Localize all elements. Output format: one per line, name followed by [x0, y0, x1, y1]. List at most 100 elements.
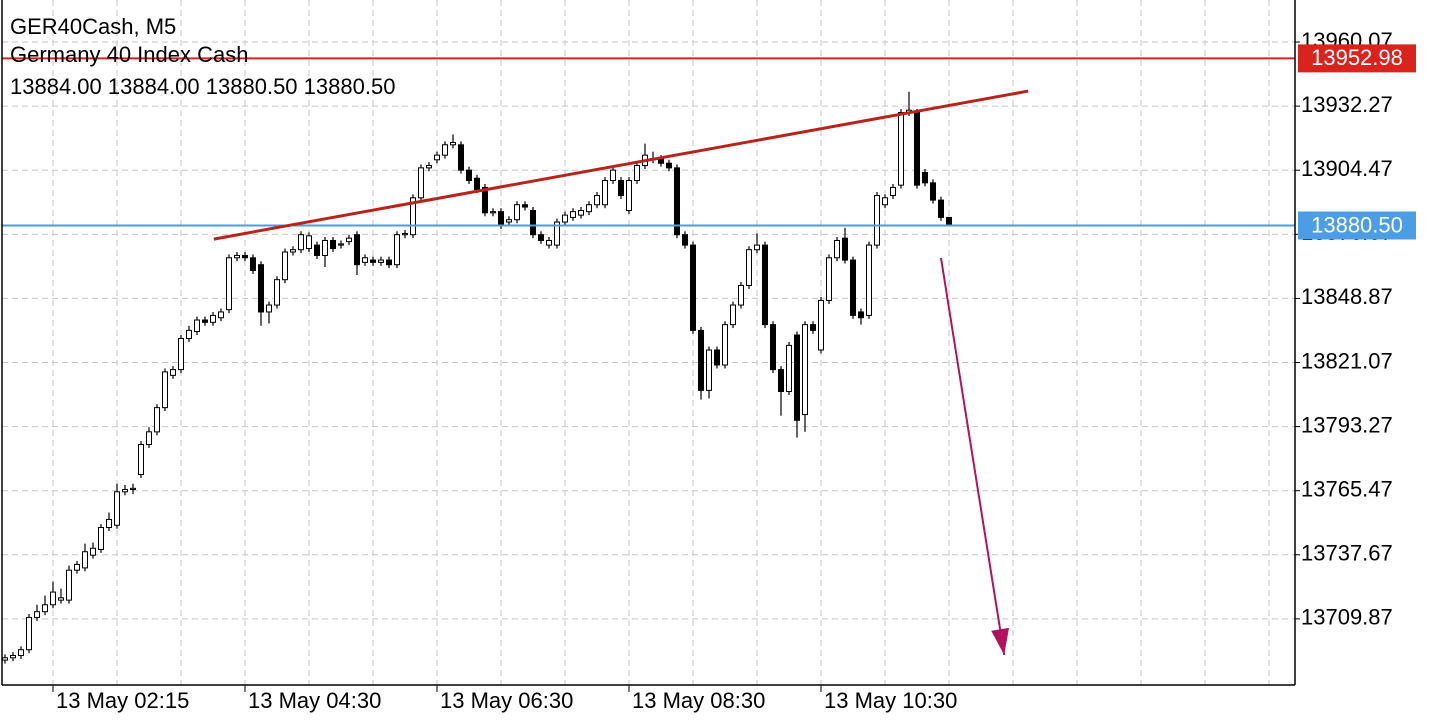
candle-body [290, 249, 296, 253]
candle-body [554, 221, 560, 246]
candle-body [66, 569, 72, 601]
candle-body [482, 186, 488, 214]
price-label: 13880.50 [1311, 212, 1403, 237]
candle-body [546, 239, 552, 246]
candle-body [26, 616, 32, 651]
candle-body [914, 112, 920, 186]
drawings [2, 57, 1295, 656]
price-label: 13952.98 [1311, 45, 1403, 70]
candle-body [434, 154, 440, 161]
candle-body [890, 186, 896, 197]
candle-body [506, 219, 512, 223]
ohlc-low: 13880.50 [206, 74, 298, 99]
candle-body [474, 177, 480, 191]
candle-body [442, 144, 448, 156]
candles [2, 91, 952, 664]
candle-body [586, 204, 592, 213]
candle-body [594, 195, 600, 206]
candle-body [882, 197, 888, 206]
candle-body [378, 259, 384, 263]
chart-subtitle: Germany 40 Index Cash [10, 42, 248, 67]
y-tick-label: 13737.67 [1301, 541, 1393, 566]
candle-body [706, 349, 712, 391]
candle-body [802, 324, 808, 416]
candle-body [874, 195, 880, 246]
candle-body [362, 257, 368, 263]
candle-body [90, 547, 96, 556]
candle-body [106, 518, 112, 529]
candle-body [370, 259, 376, 263]
candle-body [18, 649, 24, 656]
candle-body [570, 211, 576, 218]
ohlc-close: 13880.50 [304, 74, 396, 99]
candle-body [146, 431, 152, 446]
candle-body [354, 234, 360, 266]
candle-body [714, 349, 720, 366]
candle-body [162, 371, 168, 409]
candle-body [666, 162, 672, 169]
y-tick-label: 13821.07 [1301, 348, 1393, 373]
candle-body [618, 180, 624, 197]
candle-body [202, 319, 208, 323]
ohlc-open: 13884.00 [10, 74, 102, 99]
price-label-box [1298, 44, 1416, 73]
candle-body [866, 244, 872, 316]
candle-body [626, 180, 632, 212]
candle-body [402, 233, 408, 236]
candle-body [34, 611, 40, 618]
candle-body [762, 244, 768, 326]
candle-body [810, 324, 816, 331]
arrow-line [940, 257, 1006, 656]
candle-body [794, 334, 800, 421]
candle-body [250, 257, 256, 271]
candle-body [130, 487, 136, 490]
candle-body [114, 491, 120, 526]
candle-body [602, 180, 608, 206]
candle-body [266, 304, 272, 313]
candle-body [50, 591, 56, 606]
candle-body [514, 204, 520, 221]
candle-body [578, 210, 584, 216]
ohlc-high: 13884.00 [108, 74, 200, 99]
candle-body [450, 141, 456, 146]
candle-body [922, 171, 928, 184]
candle-body [842, 237, 848, 261]
candle-body [634, 165, 640, 182]
candle-body [154, 407, 160, 433]
candle-body [674, 167, 680, 236]
candle-body [170, 369, 176, 376]
candle-body [122, 488, 128, 493]
candle-body [746, 249, 752, 286]
candle-body [930, 182, 936, 201]
candle-body [466, 169, 472, 182]
y-tick-label: 13848.87 [1301, 284, 1393, 309]
price-labels: 13952.98 13880.50 [1298, 44, 1416, 240]
candle-body [730, 304, 736, 326]
candle-body [682, 234, 688, 246]
candle-body [562, 214, 568, 223]
candle-body [178, 337, 184, 371]
candle-body [10, 654, 16, 659]
candle-body [834, 239, 840, 259]
candle-body [458, 144, 464, 171]
candle-body [410, 197, 416, 236]
x-tick-label: 13 May 10:30 [824, 688, 957, 713]
candle-body [186, 329, 192, 339]
candle-body [898, 112, 904, 186]
candle-body [210, 314, 216, 323]
candle-body [722, 324, 728, 366]
candle-body [538, 234, 544, 241]
grid [2, 0, 1295, 685]
candle-body [298, 234, 304, 251]
candle-body [530, 210, 536, 236]
candle-body [738, 284, 744, 306]
candle-body [770, 324, 776, 371]
candle-body [74, 563, 80, 571]
candle-body [690, 244, 696, 331]
candle-body [778, 369, 784, 392]
candle-body [242, 254, 248, 259]
candle-body [858, 311, 864, 319]
candle-body [946, 216, 952, 226]
candle-body [818, 299, 824, 351]
